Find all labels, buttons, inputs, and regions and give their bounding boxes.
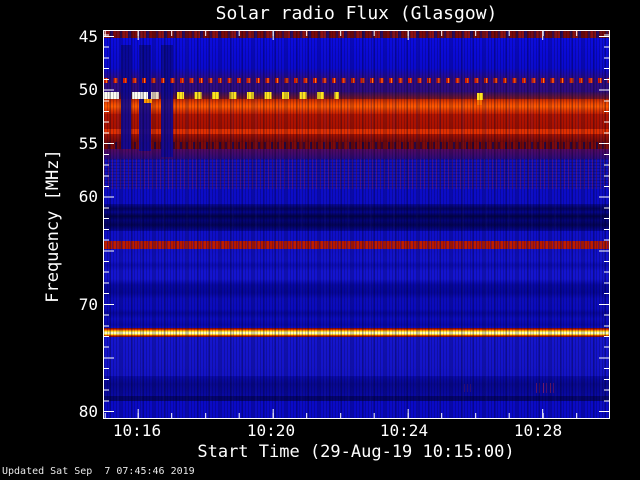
band-54p5mhz-bright-line — [104, 129, 609, 134]
dropout-stripe-3 — [161, 45, 173, 157]
yellow-burst-1029 — [477, 93, 483, 100]
red-speckles-faint — [464, 384, 473, 392]
x-axis-title: Start Time (29-Aug-19 10:15:00) — [197, 442, 515, 462]
ytick-50: 50 — [78, 80, 98, 99]
band-53mhz-red-emission — [104, 114, 609, 129]
chart-title: Solar radio Flux (Glasgow) — [215, 3, 498, 24]
ytick-80: 80 — [78, 402, 98, 421]
band-45mhz-edge-strip — [104, 31, 609, 38]
band-64p5mhz-red-line — [104, 241, 609, 249]
band-55mhz-speckle — [104, 142, 609, 149]
y-axis-title: Frequency [MHz] — [43, 149, 63, 303]
band-77mhz-dark-blue — [104, 376, 609, 396]
yellow-burst-tail — [477, 100, 482, 105]
band-74mhz-blue — [104, 337, 609, 376]
band-blue-purple-transition — [104, 68, 609, 79]
red-speckles-77mhz — [536, 383, 556, 393]
ytick-70: 70 — [78, 295, 98, 314]
ytick-45: 45 — [78, 27, 98, 46]
band-52mhz-hot-core — [104, 99, 609, 114]
band-65-72mhz-blue-field — [104, 249, 609, 328]
dropout-stripe-1 — [121, 45, 131, 149]
band-72p7mhz-yellow-line — [104, 328, 609, 337]
white-dash-3 — [151, 92, 159, 99]
updated-timestamp: Updated Sat Sep 7 07:45:46 2019 — [2, 466, 195, 477]
band-quiet-blue — [104, 38, 609, 68]
xtick-1020: 10:20 — [246, 421, 296, 440]
yellow-dash-rfi-51mhz — [177, 92, 339, 99]
band-55mhz-dark-red — [104, 134, 609, 142]
dotted-rfi-line-50mhz — [104, 78, 609, 83]
xtick-1024: 10:24 — [379, 421, 429, 440]
band-56mhz-purple-fade — [104, 149, 609, 159]
spectrogram-plot-area — [103, 30, 610, 419]
white-dash-1 — [104, 92, 119, 99]
band-57mhz-blue-red-speckle — [104, 159, 609, 189]
band-79mhz-blue — [104, 401, 609, 418]
band-59mhz-blue — [104, 189, 609, 204]
ytick-60: 60 — [78, 187, 98, 206]
band-63mhz-blue — [104, 231, 609, 241]
band-62mhz-dark-navy — [104, 204, 609, 231]
ytick-55: 55 — [78, 134, 98, 153]
orange-fleck — [144, 99, 152, 103]
white-dash-2 — [132, 92, 148, 99]
band-78p5mhz-navy — [104, 396, 609, 401]
band-red-transition — [104, 92, 609, 99]
xtick-1028: 10:28 — [513, 421, 563, 440]
xtick-1016: 10:16 — [112, 421, 162, 440]
